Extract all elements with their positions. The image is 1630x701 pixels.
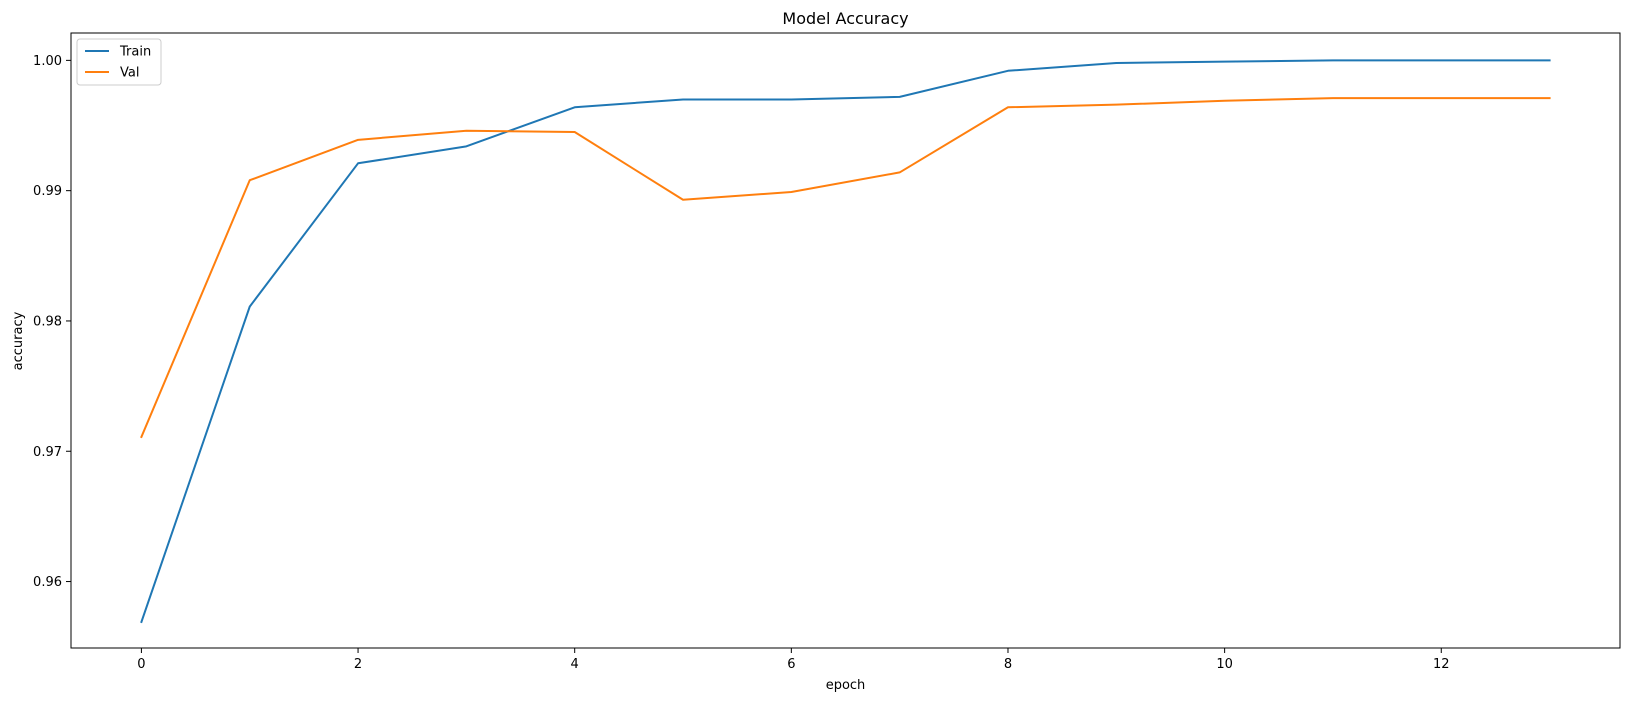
- y-axis-label: accuracy: [11, 311, 26, 370]
- y-tick-label: 0.99: [33, 184, 62, 199]
- plot-area: 0 2 4 6 8 10 12 0.96 0.97 0.98 0.99 1.00: [33, 32, 1621, 672]
- legend-label-val: Val: [120, 66, 139, 81]
- y-tick-label: 0.96: [33, 575, 62, 590]
- x-tick-label: 0: [137, 657, 145, 672]
- x-tick-label: 6: [787, 657, 795, 672]
- y-tick-label: 0.98: [33, 314, 62, 329]
- x-tick-label: 12: [1433, 657, 1450, 672]
- x-axis-label: epoch: [826, 678, 866, 693]
- y-tick-label: 0.97: [33, 445, 62, 460]
- x-tick-label: 10: [1216, 657, 1233, 672]
- series-line-val: [140, 97, 1551, 439]
- series-line-train: [140, 59, 1551, 624]
- x-tick-label: 2: [354, 657, 362, 672]
- axes-frame: [70, 32, 1621, 649]
- y-tick-label: 1.00: [33, 54, 62, 69]
- series-lines: [140, 59, 1551, 624]
- x-tick-label: 4: [571, 657, 579, 672]
- x-tick-label: 8: [1004, 657, 1012, 672]
- legend-label-train: Train: [119, 45, 151, 60]
- chart-title: Model Accuracy: [782, 9, 908, 28]
- legend: Train Val: [76, 38, 162, 86]
